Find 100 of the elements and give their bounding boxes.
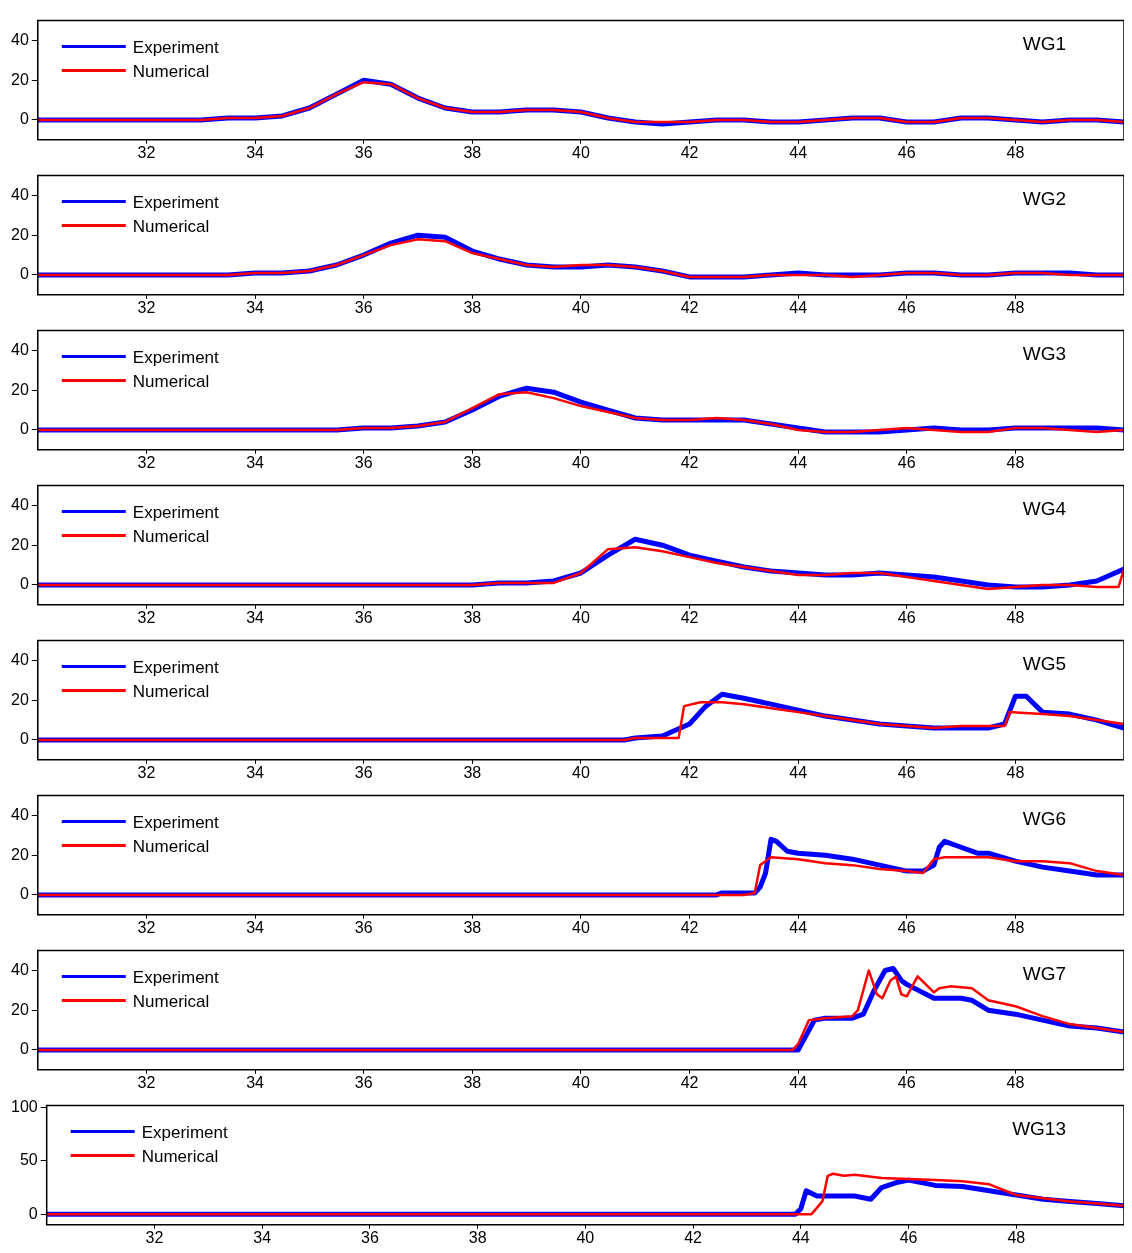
x-tick-label: 34 <box>253 1228 272 1246</box>
x-tick-label: 34 <box>246 1073 265 1091</box>
x-tick-label: 32 <box>137 453 156 471</box>
legend-label: Experiment <box>132 503 220 523</box>
y-tick-label: 50 <box>19 1151 38 1169</box>
x-tick-label: 36 <box>354 453 373 471</box>
y-tick-label: 40 <box>11 650 29 668</box>
y-tick-label: 40 <box>11 495 29 513</box>
x-tick-label: 42 <box>680 1073 699 1091</box>
y-tick-label: 0 <box>19 575 29 593</box>
y-tick-label: 40 <box>11 340 29 358</box>
x-tick-label: 36 <box>354 763 373 781</box>
legend-label: Experiment <box>132 38 220 58</box>
x-tick-label: 38 <box>468 1228 487 1246</box>
x-tick-label: 32 <box>137 1073 156 1091</box>
x-tick-label: 48 <box>1006 298 1025 316</box>
x-tick-label: 36 <box>354 143 373 161</box>
x-tick-label: 34 <box>246 298 265 316</box>
y-tick-label: 40 <box>11 805 29 823</box>
y-tick-label: 0 <box>19 110 29 128</box>
legend-label: Experiment <box>132 658 220 678</box>
legend-label: Experiment <box>132 813 220 833</box>
x-tick-label: 38 <box>463 453 482 471</box>
y-tick-label: 0 <box>28 1204 38 1222</box>
legend-label: Numerical <box>132 62 210 82</box>
legend-label: Numerical <box>132 372 210 392</box>
x-tick-label: 40 <box>572 453 590 471</box>
x-tick-label: 38 <box>463 143 482 161</box>
legend-label: Experiment <box>132 348 220 368</box>
x-tick-label: 46 <box>897 143 916 161</box>
x-tick-label: 32 <box>137 143 156 161</box>
x-tick-label: 38 <box>463 608 482 626</box>
x-tick-label: 46 <box>897 763 916 781</box>
y-tick-label: 0 <box>19 265 29 283</box>
annotation: WG6 <box>1022 807 1066 829</box>
legend-label: Experiment <box>132 193 220 213</box>
annotation: WG7 <box>1022 962 1066 984</box>
x-tick-label: 36 <box>354 1073 373 1091</box>
y-tick-label: 100 <box>10 1098 38 1116</box>
x-tick-label: 32 <box>137 608 156 626</box>
y-tick-label: 40 <box>11 30 29 48</box>
x-tick-label: 34 <box>246 918 265 936</box>
annotation: WG5 <box>1022 652 1066 674</box>
x-tick-label: 44 <box>789 608 808 626</box>
x-tick-label: 44 <box>789 298 808 316</box>
x-tick-label: 44 <box>789 763 808 781</box>
y-tick-label: 20 <box>11 1000 29 1018</box>
x-tick-label: 42 <box>680 763 699 781</box>
x-tick-label: 46 <box>897 918 916 936</box>
x-tick-label: 36 <box>360 1228 379 1246</box>
x-tick-label: 32 <box>137 763 156 781</box>
x-tick-label: 40 <box>572 608 590 626</box>
x-tick-label: 38 <box>463 298 482 316</box>
x-tick-label: 48 <box>1006 608 1025 626</box>
x-tick-label: 46 <box>897 453 916 471</box>
x-tick-label: 46 <box>897 608 916 626</box>
x-tick-label: 44 <box>789 143 808 161</box>
y-tick-label: 40 <box>11 960 29 978</box>
x-tick-label: 42 <box>684 1228 703 1246</box>
y-tick-label: 0 <box>19 885 29 903</box>
y-tick-label: 20 <box>11 225 29 243</box>
x-tick-label: 32 <box>137 298 156 316</box>
annotation: WG2 <box>1022 187 1066 209</box>
legend-label: Experiment <box>132 968 220 988</box>
x-tick-label: 36 <box>354 298 373 316</box>
y-tick-label: 20 <box>11 690 29 708</box>
x-tick-label: 34 <box>246 608 265 626</box>
x-tick-label: 48 <box>1006 918 1025 936</box>
legend-label: Experiment <box>141 1123 228 1143</box>
x-tick-label: 40 <box>576 1228 595 1246</box>
x-tick-label: 34 <box>246 453 265 471</box>
x-tick-label: 42 <box>680 453 699 471</box>
x-tick-label: 44 <box>789 453 808 471</box>
legend-label: Numerical <box>132 682 210 702</box>
y-tick-label: 20 <box>11 535 29 553</box>
x-tick-label: 48 <box>1007 1228 1026 1246</box>
x-tick-label: 46 <box>899 1228 918 1246</box>
x-tick-label: 38 <box>463 763 482 781</box>
x-tick-label: 48 <box>1006 143 1025 161</box>
x-tick-label: 46 <box>897 298 916 316</box>
x-tick-label: 44 <box>791 1228 810 1246</box>
x-tick-label: 44 <box>789 918 808 936</box>
y-tick-label: 20 <box>11 845 29 863</box>
x-tick-label: 38 <box>463 918 482 936</box>
x-tick-label: 48 <box>1006 453 1025 471</box>
x-tick-label: 42 <box>680 298 699 316</box>
x-tick-label: 44 <box>789 1073 808 1091</box>
annotation: WG3 <box>1022 342 1066 364</box>
x-tick-label: 38 <box>463 1073 482 1091</box>
legend-label: Numerical <box>141 1147 219 1167</box>
x-tick-label: 42 <box>680 608 699 626</box>
x-tick-label: 34 <box>246 763 265 781</box>
legend-label: Numerical <box>132 992 210 1012</box>
y-tick-label: 0 <box>19 420 29 438</box>
x-tick-label: 48 <box>1006 1073 1025 1091</box>
x-tick-label: 48 <box>1006 763 1025 781</box>
x-tick-label: 36 <box>354 608 373 626</box>
y-tick-label: 20 <box>11 70 29 88</box>
x-tick-label: 40 <box>572 763 590 781</box>
x-tick-label: 40 <box>572 1073 590 1091</box>
